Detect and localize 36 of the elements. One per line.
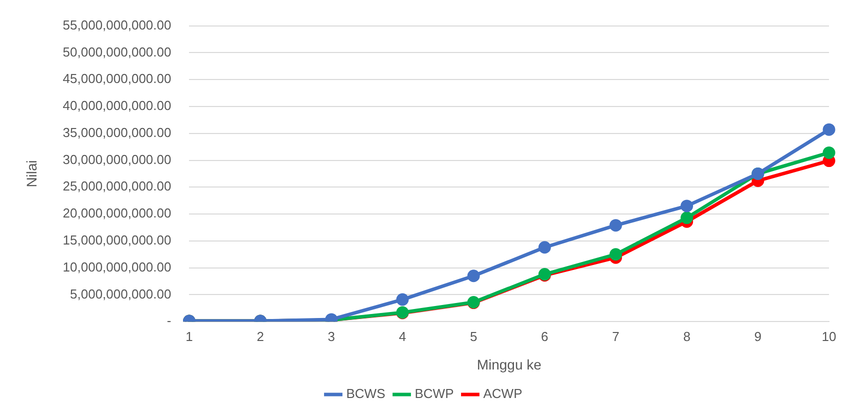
x-tick-label: 4 <box>398 328 406 344</box>
x-tick-label: 3 <box>328 328 336 344</box>
y-tick-label: 30,000,000,000.00 <box>62 152 172 167</box>
y-tick-label: 45,000,000,000.00 <box>62 71 172 86</box>
y-tick-label: 55,000,000,000.00 <box>62 17 172 32</box>
y-tick-label: 15,000,000,000.00 <box>62 232 172 248</box>
x-tick-label: 9 <box>754 328 762 344</box>
y-axis-title: Nilai <box>23 160 40 188</box>
point <box>538 241 551 254</box>
y-tick-label: 35,000,000,000.00 <box>62 124 172 140</box>
x-tick-label: 10 <box>822 328 836 344</box>
point <box>467 270 480 282</box>
x-axis-title: Minggu ke <box>476 356 542 372</box>
point <box>822 146 836 159</box>
y-tick-label: 25,000,000,000.00 <box>62 178 172 194</box>
y-tick-label: 10,000,000,000.00 <box>62 259 172 274</box>
y-tick-label: 5,000,000,000.00 <box>70 286 172 302</box>
point <box>680 212 694 224</box>
y-tick-label: 40,000,000,000.00 <box>62 98 172 114</box>
point <box>822 123 836 136</box>
x-tick-label: 6 <box>541 328 548 344</box>
x-tick-label: 1 <box>186 328 193 344</box>
point <box>609 248 622 261</box>
x-tick-label: 7 <box>612 328 620 344</box>
point <box>680 200 694 212</box>
y-tick-label: 20,000,000,000.00 <box>62 206 172 221</box>
y-tick-label: 50,000,000,000.00 <box>62 44 172 60</box>
x-tick-label: 8 <box>683 328 690 344</box>
x-tick-label: 2 <box>256 328 264 344</box>
point <box>609 219 622 232</box>
point <box>396 293 409 306</box>
legend-label: ACWP <box>483 386 522 402</box>
legend-label: BCWS <box>346 386 386 402</box>
y-tick-label: - <box>166 313 172 328</box>
legend-label: BCWP <box>414 386 454 402</box>
x-tick-label: 5 <box>470 328 478 344</box>
